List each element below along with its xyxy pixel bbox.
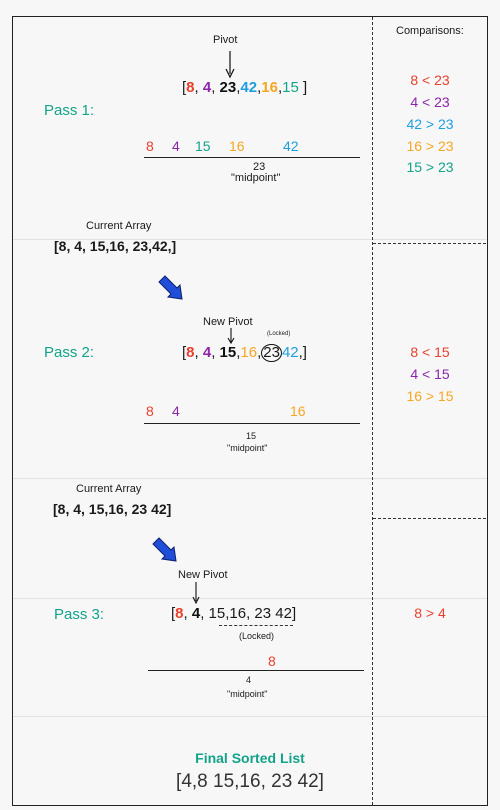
comparison-item: 15 > 23: [406, 159, 454, 175]
pivot-arrow-icon: [227, 328, 235, 345]
partition-value: 15: [195, 138, 211, 154]
partition-line: [148, 670, 364, 671]
midpoint-value: 23: [253, 161, 266, 173]
partition-line: [144, 423, 360, 424]
comparison-item: 4 < 23: [410, 94, 450, 110]
current-array-label: Current Array: [76, 483, 142, 495]
locked-label: (Locked): [267, 331, 291, 337]
midpoint-label: "midpoint": [227, 443, 268, 453]
midpoint-label: "midpoint": [231, 172, 281, 184]
comparison-item: 16 > 23: [406, 138, 454, 154]
partition-value: 16: [229, 138, 245, 154]
locked-label: (Locked): [239, 631, 275, 641]
pass1-label: Pass 1:: [44, 102, 95, 119]
section-divider: [13, 716, 487, 717]
pivot-arrow-icon: [225, 51, 235, 79]
section-divider: [13, 478, 487, 479]
blue-arrow-icon: [158, 275, 183, 300]
comparisons-column-divider: [372, 17, 373, 805]
locked-circle: 23: [261, 344, 282, 362]
comparison-item: 8 < 23: [410, 72, 450, 88]
comparison-item: 8 < 15: [410, 344, 450, 360]
final-title: Final Sorted List: [195, 750, 305, 766]
pass2-label: Pass 2:: [44, 344, 95, 361]
partition-value: 8: [146, 138, 154, 154]
current-array-label: Current Array: [86, 220, 152, 232]
comparison-item: 4 < 15: [410, 366, 450, 382]
partition-value: 4: [172, 138, 180, 154]
partition-value: 42: [283, 138, 299, 154]
partition-value: 8: [268, 653, 276, 669]
pass1-array: [8, 4, 23,42,16,15 ]: [182, 79, 308, 96]
final-sorted-list: [4,8 15,16, 23 42]: [176, 771, 324, 792]
partition-value: 16: [290, 403, 306, 419]
partition-value: 8: [146, 403, 154, 419]
midpoint-value: 15: [246, 431, 257, 441]
midpoint-label: "midpoint": [227, 689, 268, 699]
current-array-value: [8, 4, 15,16, 23,42,]: [54, 238, 177, 254]
pivot-label: Pivot: [213, 34, 238, 46]
locked-underline: [219, 625, 293, 626]
diagram-frame: [12, 16, 488, 806]
comparison-item: 8 > 4: [414, 605, 446, 621]
pass3-array: [8, 4, 15,16, 23 42]: [171, 605, 297, 622]
pivot-arrow-icon: [192, 582, 200, 605]
comparisons-divider-1: [373, 243, 486, 244]
pass2-array: [8, 4, 15,16, 23 42,]: [182, 344, 307, 362]
comparison-item: 16 > 15: [406, 388, 454, 404]
partition-value: 4: [172, 403, 180, 419]
midpoint-value: 4: [246, 675, 252, 685]
current-array-value: [8, 4, 15,16, 23 42]: [53, 501, 172, 517]
partition-line: [144, 157, 360, 158]
new-pivot-label: New Pivot: [203, 316, 253, 328]
comparisons-header: Comparisons:: [396, 25, 464, 37]
section-divider: [13, 598, 487, 599]
blue-arrow-icon: [152, 537, 177, 562]
comparisons-divider-2: [373, 518, 486, 519]
section-divider: [13, 239, 487, 240]
comparison-item: 42 > 23: [406, 116, 454, 132]
pass3-label: Pass 3:: [54, 606, 105, 623]
new-pivot-label: New Pivot: [178, 569, 228, 581]
